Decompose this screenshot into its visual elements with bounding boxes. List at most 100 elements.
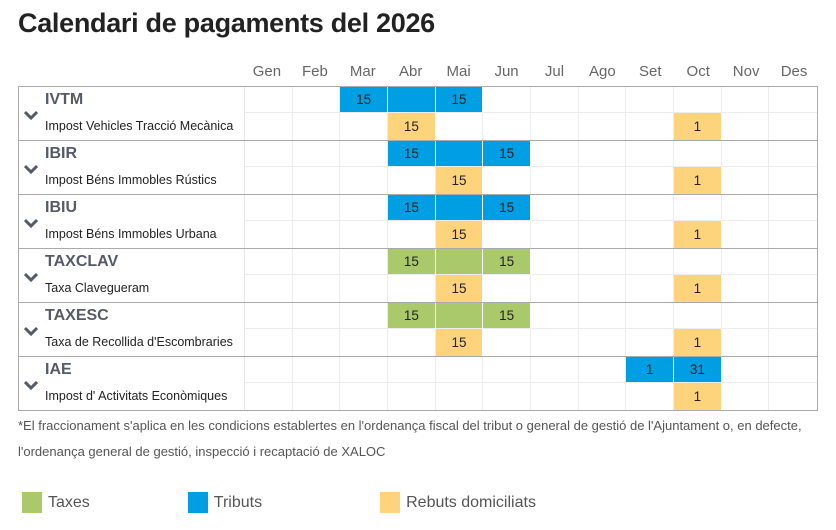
tax-code: TAXESC bbox=[45, 307, 109, 324]
calendar-cell bbox=[579, 329, 627, 356]
calendar-cell bbox=[531, 357, 579, 383]
chevron-down-icon[interactable] bbox=[23, 161, 39, 175]
calendar-cell bbox=[769, 167, 817, 194]
calendar-cell bbox=[292, 87, 341, 113]
tax-label[interactable]: IAE Impost d' Activitats Econòmiques bbox=[19, 357, 245, 410]
payment-period-tributs: 1 bbox=[626, 357, 674, 383]
calendar-cell bbox=[293, 113, 341, 140]
calendar-cell bbox=[340, 329, 388, 356]
calendar-cell bbox=[674, 195, 722, 221]
calendar-cell bbox=[483, 275, 531, 302]
calendar-cell bbox=[769, 113, 817, 140]
payment-period-rebuts: 15 bbox=[435, 329, 484, 356]
calendar-cell bbox=[245, 275, 293, 302]
calendar-cell bbox=[245, 87, 293, 113]
chevron-down-icon[interactable] bbox=[23, 323, 39, 337]
calendar-cell bbox=[769, 87, 817, 113]
calendar-cell bbox=[626, 195, 674, 221]
calendar-cell bbox=[483, 113, 531, 140]
month-label: Jun bbox=[494, 63, 519, 80]
chevron-down-icon[interactable] bbox=[23, 269, 39, 283]
month-label: Des bbox=[780, 63, 808, 80]
calendar-cell bbox=[579, 383, 627, 410]
calendar-cell bbox=[722, 113, 770, 140]
chevron-down-icon[interactable] bbox=[23, 107, 39, 121]
month-label: Abr bbox=[399, 63, 423, 80]
payment-period-tributs: 15 bbox=[435, 87, 484, 113]
tax-label[interactable]: IBIU Impost Béns Immobles Urbana bbox=[19, 195, 245, 248]
calendar-cell bbox=[579, 275, 627, 302]
calendar-cell bbox=[483, 383, 531, 410]
calendar-cell bbox=[578, 195, 627, 221]
calendar-cell bbox=[721, 195, 770, 221]
tax-name: Impost Vehicles Tracció Mecànica bbox=[45, 119, 234, 133]
calendar-cell bbox=[483, 357, 531, 383]
tax-code: IAE bbox=[45, 361, 72, 378]
tax-code: IBIU bbox=[45, 199, 77, 216]
calendar-cell bbox=[531, 249, 579, 275]
calendar-cell bbox=[245, 303, 293, 329]
month-label: Feb bbox=[301, 63, 328, 80]
payment-period-rebuts: 15 bbox=[435, 275, 484, 302]
calendar-cell bbox=[245, 141, 293, 167]
calendar-cell bbox=[483, 329, 531, 356]
payment-period-tributs bbox=[388, 87, 436, 113]
calendar-cell bbox=[578, 87, 627, 113]
calendar-cell bbox=[292, 141, 341, 167]
calendar-cell bbox=[722, 221, 770, 248]
calendar-cell bbox=[293, 383, 341, 410]
calendar-cell bbox=[579, 167, 627, 194]
calendar-cell bbox=[626, 141, 674, 167]
tax-label[interactable]: TAXCLAV Taxa Clavegueram bbox=[19, 249, 245, 302]
calendar-cell bbox=[388, 221, 436, 248]
chevron-down-icon[interactable] bbox=[23, 377, 39, 391]
calendar-cell bbox=[579, 221, 627, 248]
calendar-cell bbox=[483, 87, 531, 113]
legend: Taxes Tributs Rebuts domiciliats bbox=[22, 492, 536, 513]
legend-label: Rebuts domiciliats bbox=[406, 493, 536, 511]
calendar-cell bbox=[769, 383, 817, 410]
payment-period-tributs: 31 bbox=[674, 357, 722, 383]
calendar-cell bbox=[579, 113, 627, 140]
calendar-cell bbox=[531, 113, 579, 140]
payment-period-rebuts: 15 bbox=[388, 113, 436, 140]
month-label: Ago bbox=[589, 63, 616, 80]
legend-item-tributs: Tributs bbox=[187, 492, 262, 513]
payment-period-tributs bbox=[435, 195, 484, 221]
tax-name: Impost d' Activitats Econòmiques bbox=[45, 389, 228, 403]
calendar-cell bbox=[722, 167, 770, 194]
calendar-cell bbox=[293, 275, 341, 302]
calendar-cell bbox=[626, 303, 674, 329]
calendar-cell bbox=[436, 383, 484, 410]
tax-code: TAXCLAV bbox=[45, 253, 119, 270]
calendar-cell bbox=[722, 329, 770, 356]
calendar-cell bbox=[340, 167, 388, 194]
chevron-down-icon[interactable] bbox=[23, 215, 39, 229]
tax-label[interactable]: IVTM Impost Vehicles Tracció Mecànica bbox=[19, 87, 245, 140]
month-label: Mar bbox=[349, 63, 376, 80]
calendar-cell bbox=[531, 167, 579, 194]
calendar-cell bbox=[769, 303, 817, 329]
payment-period-tributs: 15 bbox=[388, 195, 436, 221]
legend-swatch bbox=[22, 492, 42, 513]
calendar-cell bbox=[340, 113, 388, 140]
month-grid: 15 15 15 1 bbox=[245, 249, 817, 302]
calendar-cell bbox=[293, 329, 341, 356]
payment-period-tributs: 15 bbox=[483, 141, 531, 167]
month-grid: 15 15 15 1 bbox=[245, 87, 817, 140]
tax-name: Impost Béns Immobles Urbana bbox=[45, 227, 217, 241]
calendar-cell bbox=[340, 249, 388, 275]
tax-label[interactable]: TAXESC Taxa de Recollida d'Escombraries bbox=[19, 303, 245, 356]
payment-period-rebuts: 15 bbox=[435, 221, 484, 248]
tax-code: IVTM bbox=[45, 91, 84, 108]
tax-label[interactable]: IBIR Impost Béns Immobles Rústics bbox=[19, 141, 245, 194]
payment-period-rebuts: 1 bbox=[674, 167, 722, 194]
calendar-cell bbox=[531, 221, 579, 248]
month-header: Gen Feb Mar Abr Mai Jun Jul Ago Set Oct Nov Des bbox=[243, 63, 818, 80]
calendar-cell bbox=[340, 303, 388, 329]
calendar-cell bbox=[626, 113, 674, 140]
calendar-cell bbox=[531, 329, 579, 356]
calendar-cell bbox=[626, 167, 674, 194]
calendar-cell bbox=[245, 329, 293, 356]
payment-period-tributs: 15 bbox=[483, 195, 531, 221]
